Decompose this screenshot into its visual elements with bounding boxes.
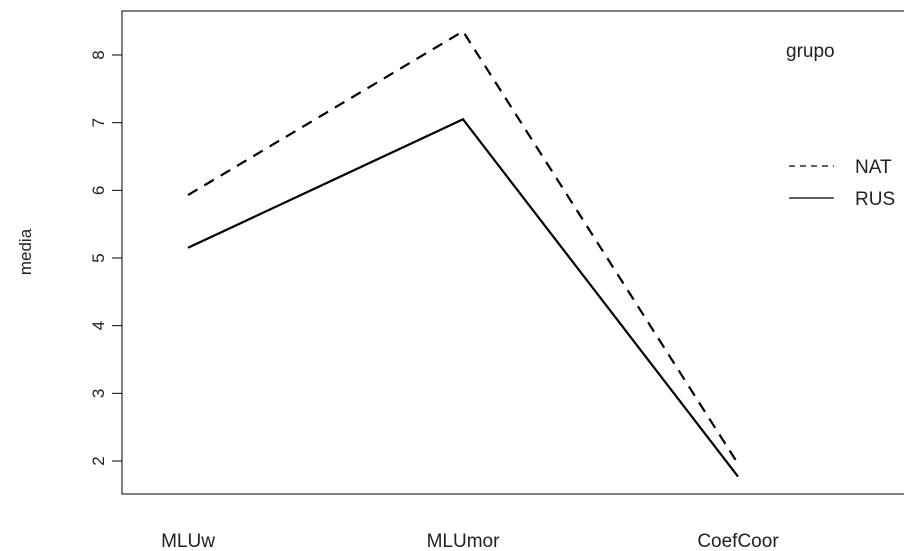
y-tick-label: 8 — [89, 50, 108, 59]
y-axis: 2 3 4 5 6 7 8 — [89, 50, 123, 466]
legend-label-nat: NAT — [855, 157, 892, 178]
y-tick-label: 6 — [89, 186, 108, 195]
x-axis-labels: MLUw MLUmor CoefCoor — [161, 531, 779, 551]
series-line-rus — [187, 117, 739, 478]
y-tick-label: 4 — [89, 321, 108, 330]
y-tick-label: 3 — [89, 389, 108, 398]
y-axis-title: media — [16, 228, 35, 275]
y-tick-label: 2 — [89, 456, 108, 465]
legend: grupo NAT RUS — [786, 41, 895, 210]
x-category-label: MLUmor — [427, 531, 501, 551]
legend-title: grupo — [786, 41, 835, 62]
series-layer — [187, 29, 739, 478]
plot-frame — [121, 10, 904, 495]
y-tick-label: 7 — [89, 118, 108, 127]
x-category-label: MLUw — [161, 531, 215, 551]
x-category-label: CoefCoor — [697, 531, 779, 551]
y-tick-label: 5 — [89, 253, 108, 262]
legend-label-rus: RUS — [855, 189, 895, 210]
series-line-nat — [187, 29, 739, 465]
